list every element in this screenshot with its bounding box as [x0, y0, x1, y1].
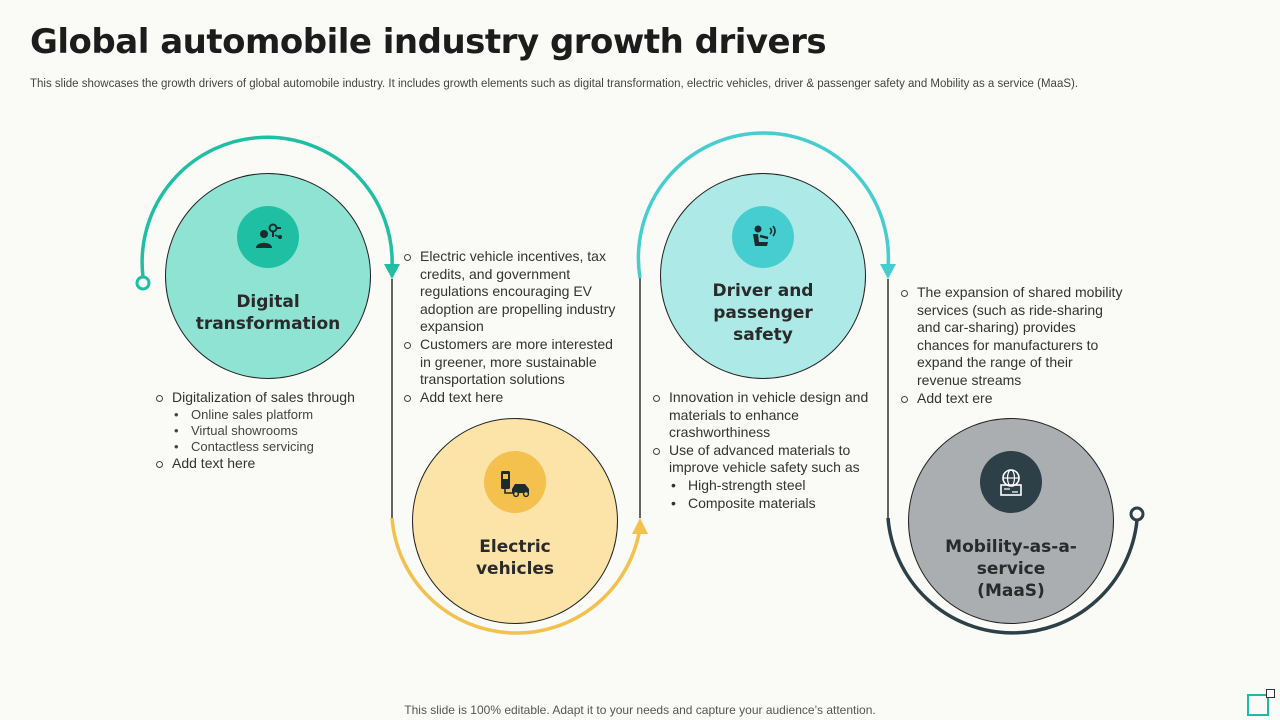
maas-badge [980, 451, 1042, 513]
circle-digital-transformation: Digital transformation [165, 173, 371, 379]
list-item: Add text here [402, 389, 627, 407]
corner-square-icon [1247, 694, 1269, 716]
sub-list-item: High-strength steel [669, 477, 883, 495]
circle-label-maas: Mobility-as-a-service (MaaS) [945, 537, 1077, 601]
driver-seat-icon [753, 225, 776, 246]
globe-map-icon [1000, 469, 1022, 496]
list-item: Use of advanced materials to improve veh… [651, 442, 883, 512]
list-item: Electric vehicle incentives, tax credits… [402, 248, 627, 336]
list-item: Add text ere [899, 390, 1124, 408]
circle-mobility-service: Mobility-as-a-service (MaaS) [908, 418, 1114, 624]
arc-arrow-digital [384, 264, 400, 279]
text-block-electric: Electric vehicle incentives, tax credits… [402, 248, 627, 406]
sub-list-item: Composite materials [669, 495, 883, 513]
sub-list-item: Contactless servicing [172, 439, 379, 455]
page-title: Global automobile industry growth driver… [30, 22, 827, 62]
footer-note: This slide is 100% editable. Adapt it to… [404, 703, 876, 717]
arc-start-dot [135, 275, 151, 291]
circle-driver-safety: Driver and passenger safety [660, 173, 866, 379]
corner-handle-icon [1266, 689, 1275, 698]
sub-list-item: Online sales platform [172, 407, 379, 423]
circle-electric-vehicles: Electric vehicles [412, 418, 618, 624]
list-item: Customers are more interested in greener… [402, 336, 627, 389]
circle-label-safety: Driver and passenger safety [712, 281, 814, 345]
list-item: Add text here [154, 455, 379, 473]
arc-digital [140, 135, 394, 278]
arc-arrow-electric [632, 518, 648, 534]
arc-end-dot [1129, 506, 1145, 522]
digital-badge [237, 206, 299, 268]
sub-list-item: Virtual showrooms [172, 423, 379, 439]
digital-person-icon [256, 223, 282, 248]
page-subtitle: This slide showcases the growth drivers … [30, 78, 1079, 90]
circle-label-electric: Electric vehicles [475, 537, 555, 579]
arc-maas [886, 517, 1139, 635]
list-item: Digitalization of sales through Online s… [154, 389, 379, 455]
arc-electric [390, 517, 642, 635]
list-item: Innovation in vehicle design and materia… [651, 389, 883, 442]
text-block-safety: Innovation in vehicle design and materia… [651, 389, 883, 512]
arc-arrow-safety [880, 264, 896, 279]
arc-safety [636, 131, 891, 279]
list-item: The expansion of shared mobility service… [899, 284, 1124, 390]
circle-label-digital: Digital transformation [195, 292, 341, 334]
safety-badge [732, 206, 794, 268]
ev-charger-icon [501, 471, 530, 498]
electric-badge [484, 451, 546, 513]
text-block-digital: Digitalization of sales through Online s… [154, 389, 379, 473]
text-block-maas: The expansion of shared mobility service… [899, 284, 1124, 407]
